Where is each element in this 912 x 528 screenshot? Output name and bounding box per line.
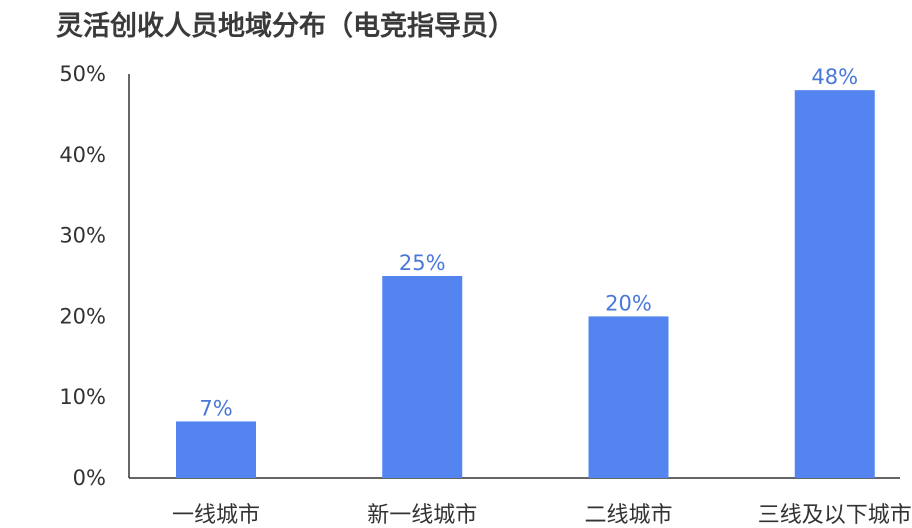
y-tick-label: 30% bbox=[59, 224, 106, 248]
category-labels: 一线城市 新一线城市 二线城市 三线及以下城市 bbox=[172, 503, 912, 528]
bar bbox=[588, 316, 669, 478]
bar-value-label: 20% bbox=[605, 291, 652, 315]
bar bbox=[176, 421, 256, 478]
y-axis-ticks: 0% 10% 20% 30% 40% 50% bbox=[59, 62, 106, 490]
bar bbox=[794, 90, 875, 478]
chart-title: 灵活创收人员地域分布（电竞指导员） bbox=[56, 11, 515, 42]
y-tick-label: 40% bbox=[59, 143, 106, 167]
category-label: 一线城市 bbox=[172, 503, 260, 528]
bars bbox=[176, 90, 875, 478]
bar bbox=[382, 276, 463, 478]
category-label: 新一线城市 bbox=[367, 503, 477, 528]
y-tick-label: 10% bbox=[59, 385, 106, 409]
category-label: 二线城市 bbox=[584, 503, 672, 528]
bar-value-label: 7% bbox=[199, 396, 232, 420]
bar-value-label: 48% bbox=[811, 65, 858, 89]
y-tick-label: 50% bbox=[59, 62, 106, 86]
y-tick-label: 20% bbox=[59, 304, 106, 328]
data-labels: 7% 25% 20% 48% bbox=[199, 65, 858, 420]
y-tick-label: 0% bbox=[73, 466, 106, 490]
category-label: 三线及以下城市 bbox=[758, 503, 912, 528]
bar-value-label: 25% bbox=[399, 251, 446, 275]
